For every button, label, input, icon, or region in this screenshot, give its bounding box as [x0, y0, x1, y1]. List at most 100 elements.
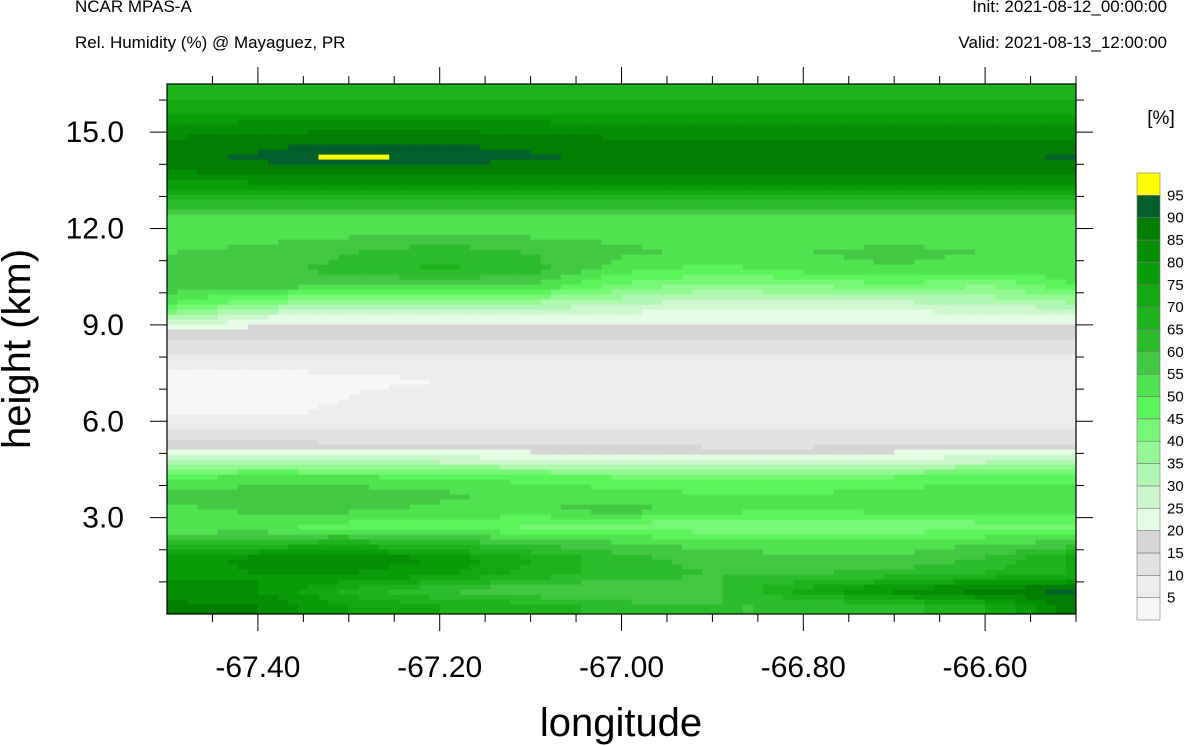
rh-cell — [369, 514, 380, 520]
rh-cell — [177, 349, 188, 355]
rh-cell — [389, 569, 400, 575]
rh-cell — [874, 449, 885, 455]
rh-cell — [964, 599, 976, 605]
rh-cell — [661, 494, 673, 500]
rh-cell — [470, 599, 481, 605]
rh-cell — [833, 549, 845, 555]
rh-cell — [510, 604, 522, 610]
rh-cell — [975, 429, 986, 435]
rh-cell — [459, 469, 471, 475]
rh-cell — [419, 399, 431, 405]
rh-cell — [177, 599, 188, 605]
rh-cell — [975, 534, 986, 540]
rh-cell — [389, 354, 400, 360]
rh-cell — [904, 379, 915, 385]
rh-cell — [187, 439, 198, 445]
rh-cell — [712, 599, 724, 605]
rh-cell — [692, 474, 703, 480]
rh-cell — [833, 439, 845, 445]
rh-cell — [682, 404, 693, 410]
rh-cell — [177, 529, 188, 535]
rh-cell — [177, 549, 188, 555]
rh-cell — [328, 469, 340, 475]
rh-cell — [358, 519, 370, 525]
rh-cell — [692, 354, 703, 360]
rh-cell — [439, 484, 451, 490]
rh-cell — [762, 429, 774, 435]
rh-cell — [884, 409, 895, 415]
rh-cell — [328, 414, 340, 420]
rh-cell — [954, 494, 966, 500]
rh-cell — [1025, 474, 1037, 480]
rh-cell — [682, 539, 693, 545]
rh-cell — [167, 514, 178, 520]
rh-cell — [934, 519, 946, 525]
rh-cell — [833, 434, 845, 440]
rh-cell — [682, 459, 693, 465]
rh-cell — [793, 574, 804, 580]
rh-cell — [358, 419, 370, 425]
rh-cell — [419, 589, 431, 595]
rh-cell — [672, 384, 683, 390]
rh-cell — [884, 494, 895, 500]
rh-cell — [773, 519, 784, 525]
rh-cell — [722, 379, 734, 385]
rh-cell — [975, 449, 986, 455]
rh-cell — [1035, 609, 1047, 614]
rh-cell — [389, 599, 400, 605]
rh-cell — [823, 589, 835, 595]
rh-cell — [833, 569, 845, 575]
rh-cell — [621, 429, 633, 435]
rh-cell — [298, 534, 309, 540]
rh-cell — [490, 559, 501, 565]
rh-cell — [641, 554, 653, 560]
rh-cell — [338, 589, 350, 595]
rh-cell — [550, 504, 562, 510]
rh-cell — [268, 354, 279, 360]
rh-cell — [833, 429, 845, 435]
rh-cell — [762, 584, 774, 590]
rh-cell — [530, 439, 542, 445]
rh-cell — [651, 549, 663, 555]
rh-cell — [369, 354, 380, 360]
rh-cell — [621, 469, 633, 475]
rh-cell — [389, 389, 400, 395]
rh-cell — [894, 389, 905, 395]
rh-cell — [217, 369, 229, 375]
rh-cell — [773, 534, 784, 540]
rh-cell — [975, 549, 986, 555]
rh-cell — [773, 384, 784, 390]
rh-cell — [510, 499, 522, 505]
rh-cell — [207, 464, 219, 470]
rh-cell — [358, 449, 370, 455]
rh-cell — [732, 494, 744, 500]
rh-cell — [571, 414, 582, 420]
rh-cell — [1015, 554, 1027, 560]
rh-cell — [702, 344, 713, 350]
rh-cell — [1055, 429, 1067, 435]
rh-cell — [459, 604, 471, 610]
rh-cell — [975, 484, 986, 490]
rh-cell — [1015, 339, 1027, 345]
rh-cell — [732, 539, 744, 545]
rh-cell — [389, 479, 400, 485]
rh-cell — [641, 584, 653, 590]
rh-cell — [1025, 489, 1037, 495]
rh-cell — [459, 539, 471, 545]
rh-cell — [904, 444, 915, 450]
rh-cell — [934, 514, 946, 520]
rh-cell — [742, 569, 754, 575]
rh-cell — [944, 369, 956, 375]
rh-cell — [874, 394, 885, 400]
rh-cell — [288, 384, 299, 390]
rh-cell — [470, 564, 481, 570]
rh-cell — [520, 394, 532, 400]
rh-cell — [742, 349, 754, 355]
rh-cell — [308, 394, 320, 400]
rh-cell — [631, 514, 643, 520]
rh-cell — [975, 339, 986, 345]
rh-cell — [1025, 604, 1037, 610]
rh-cell — [510, 524, 522, 530]
rh-cell — [722, 474, 734, 480]
rh-cell — [894, 404, 905, 410]
